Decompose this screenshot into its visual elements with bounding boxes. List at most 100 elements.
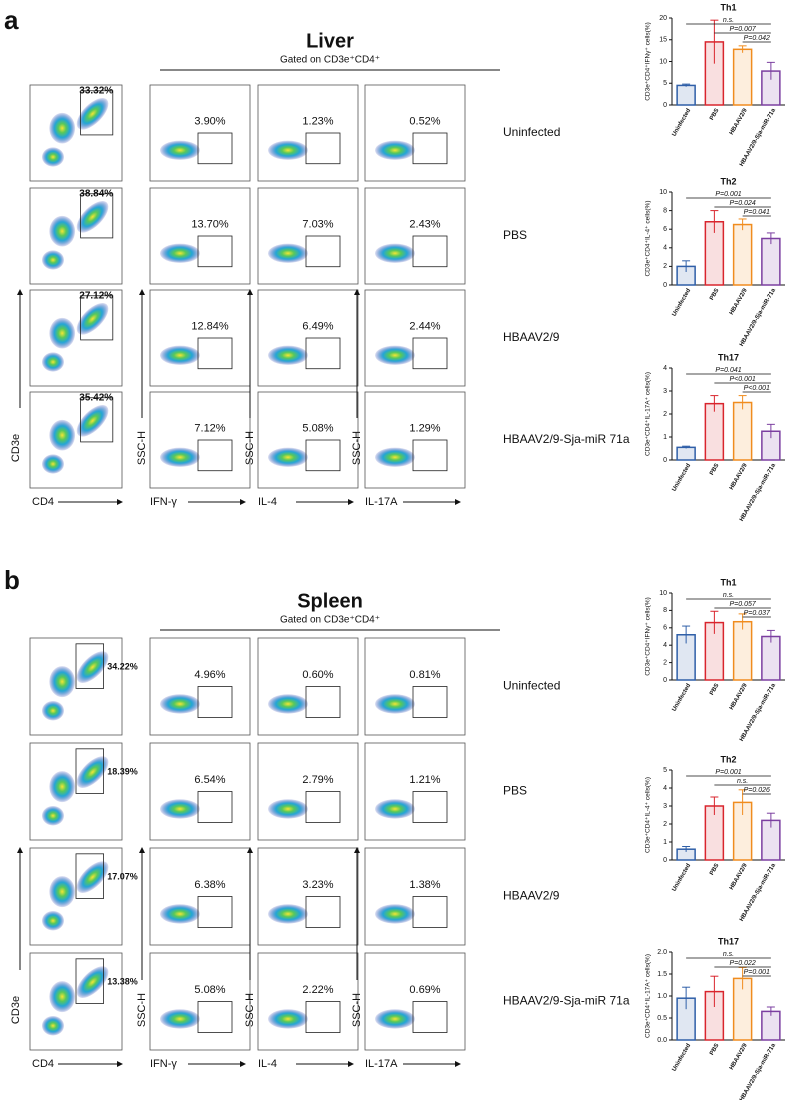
y-tick-label: 5 (663, 767, 667, 774)
y-tick-label: 6 (663, 625, 667, 632)
y-tick-label: 2 (663, 659, 667, 666)
gate-percent: 13.70% (191, 218, 229, 230)
y-tick-label: 5 (663, 80, 667, 87)
cell-cloud (41, 911, 65, 931)
y-tick-label: 3 (663, 388, 667, 395)
y-tick-label: 2.0 (657, 949, 667, 956)
group-label: PBS (503, 228, 527, 242)
gate-percent: 34.22% (107, 661, 138, 671)
cell-cloud (41, 147, 65, 167)
axis-label: CD3e (10, 996, 22, 1024)
gate-box (305, 896, 341, 928)
cell-cloud (268, 243, 308, 263)
cell-cloud (41, 701, 65, 721)
y-tick-label: 0.5 (657, 1015, 667, 1022)
chart-title: Th2 (720, 754, 736, 764)
cell-cloud (41, 250, 65, 270)
axis-label: IL-17A (365, 496, 398, 508)
y-axis-label: CD3e⁺CD4⁺IL-17A⁺ cells(%) (645, 372, 652, 456)
gate-box (75, 643, 105, 689)
cell-cloud (76, 651, 109, 683)
y-tick-label: 20 (659, 15, 667, 22)
axis-label: IFN-γ (150, 1058, 177, 1070)
cell-cloud (375, 799, 415, 819)
gate-box (412, 235, 448, 268)
significance-label: n.s. (737, 778, 748, 785)
y-tick-label: 15 (659, 37, 667, 44)
gate-box (80, 397, 114, 443)
axis-label: SSC-H (136, 993, 148, 1027)
gate-box (305, 791, 341, 823)
group-label: Uninfected (503, 679, 560, 693)
significance-label: P<0.001 (744, 385, 770, 392)
gate-box (197, 686, 233, 718)
gate-box (305, 439, 341, 472)
y-tick-label: 4 (663, 785, 667, 792)
cell-cloud (268, 447, 308, 467)
x-tick-label: HBAAV2/9 (729, 1042, 749, 1071)
significance-label: P=0.024 (729, 200, 755, 207)
gate-box (412, 1001, 448, 1033)
x-tick-label: PBS (709, 463, 720, 477)
gate-percent: 18.39% (107, 766, 138, 776)
gate-percent: 3.23% (302, 879, 333, 891)
cell-cloud (49, 771, 76, 803)
significance-label: P=0.041 (744, 209, 770, 216)
gate-box (412, 132, 448, 165)
gate-box (412, 439, 448, 472)
tissue-title: Liver (306, 30, 354, 52)
x-tick-label: Uninfected (672, 683, 693, 713)
x-tick-label: HBAAV2/9 (729, 862, 749, 891)
gate-box (305, 337, 341, 370)
flow-plot-frame (257, 84, 359, 182)
x-tick-label: Uninfected (672, 288, 693, 318)
x-tick-label: Uninfected (672, 863, 693, 893)
bar (732, 223, 753, 286)
axis-label: IL-17A (365, 1058, 398, 1070)
significance-label: P=0.037 (744, 610, 771, 617)
gate-box (197, 235, 233, 268)
axis-label: IL-4 (258, 496, 277, 508)
gate-percent: 13.38% (107, 976, 138, 986)
y-tick-label: 2 (663, 263, 667, 270)
y-tick-label: 4 (663, 245, 667, 252)
gate-box (197, 896, 233, 928)
panel-label: b (4, 565, 20, 595)
cell-cloud (41, 454, 65, 474)
axis-label: SSC-H (244, 993, 256, 1027)
gate-percent: 1.29% (409, 422, 440, 434)
chart-title: Th2 (720, 176, 736, 186)
x-tick-label: HBAAV2/9 (729, 287, 749, 316)
gate-percent: 0.81% (409, 669, 440, 681)
y-tick-label: 0 (663, 677, 667, 684)
x-tick-label: PBS (709, 108, 720, 122)
y-tick-label: 6 (663, 226, 667, 233)
chart-title: Th17 (718, 352, 739, 362)
y-tick-label: 0 (663, 857, 667, 864)
flow-plot-frame (149, 952, 251, 1051)
y-tick-label: 1.0 (657, 993, 667, 1000)
gate-percent: 1.38% (409, 879, 440, 891)
bar (732, 48, 753, 106)
cell-cloud (375, 345, 415, 365)
significance-label: P=0.042 (744, 35, 770, 42)
gate-percent: 17.07% (107, 871, 138, 881)
y-axis-label: CD3e⁺CD4⁺IL-4⁺ cells(%) (645, 777, 652, 853)
gate-percent: 27.12% (79, 291, 113, 302)
gate-box (412, 791, 448, 823)
significance-label: n.s. (723, 17, 734, 24)
axis-label: SSC-H (244, 431, 256, 465)
bar (732, 401, 753, 461)
gate-percent: 0.69% (409, 984, 440, 996)
gate-percent: 0.60% (302, 669, 333, 681)
axis-label: IL-4 (258, 1058, 277, 1070)
x-tick-label: Uninfected (672, 108, 693, 138)
y-tick-label: 0 (663, 282, 667, 289)
gate-box (80, 90, 114, 136)
y-axis-label: CD3e⁺CD4⁺IL-4⁺ cells(%) (645, 200, 652, 276)
cell-cloud (160, 447, 200, 467)
gate-percent: 1.21% (409, 774, 440, 786)
cell-cloud (160, 140, 200, 160)
x-tick-label: Uninfected (672, 1043, 693, 1073)
significance-label: P=0.022 (729, 960, 755, 967)
